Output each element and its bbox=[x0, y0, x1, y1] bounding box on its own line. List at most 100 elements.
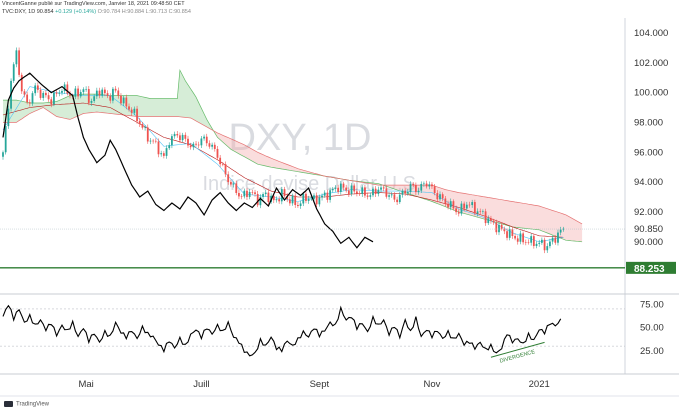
candle-body bbox=[160, 153, 163, 155]
candle-body bbox=[412, 184, 415, 186]
symbol-line: TVC:DXY, 1D 90.854 +0.129 (+0.14%) O:90.… bbox=[2, 9, 191, 15]
candle-body bbox=[294, 195, 297, 205]
candle-body bbox=[200, 138, 203, 146]
candle-body bbox=[310, 198, 313, 200]
candle-body bbox=[414, 185, 417, 193]
candle-body bbox=[315, 195, 318, 205]
candle-body bbox=[184, 134, 187, 139]
candle-body bbox=[457, 212, 460, 214]
candle-body bbox=[243, 190, 246, 197]
candle-body bbox=[473, 202, 476, 214]
candle-body bbox=[398, 194, 401, 203]
last-price-label: 90.850 bbox=[634, 224, 663, 235]
candle-body bbox=[377, 189, 380, 194]
candle-body bbox=[63, 84, 66, 91]
candle-body bbox=[380, 187, 382, 190]
candle-body bbox=[492, 220, 495, 223]
candle-body bbox=[77, 88, 79, 97]
candle-body bbox=[452, 201, 455, 209]
candle-body bbox=[447, 203, 449, 208]
candle-body bbox=[562, 228, 565, 230]
candle-body bbox=[74, 88, 77, 97]
candle-body bbox=[28, 102, 31, 104]
candle-body bbox=[401, 190, 404, 195]
candle-body bbox=[382, 187, 385, 189]
candle-body bbox=[213, 144, 216, 149]
candle-body bbox=[128, 106, 130, 110]
candle-body bbox=[433, 186, 436, 194]
candle-body bbox=[85, 89, 88, 90]
candle-body bbox=[535, 243, 538, 246]
candle-body bbox=[361, 187, 364, 194]
candle-body bbox=[203, 136, 205, 139]
candle-body bbox=[122, 97, 125, 104]
candle-body bbox=[240, 196, 243, 198]
candle-body bbox=[463, 203, 466, 209]
price-tick-label: 90.000 bbox=[634, 237, 663, 248]
candle-body bbox=[484, 211, 487, 224]
candle-body bbox=[2, 152, 4, 157]
price-tick-label: 94.000 bbox=[634, 177, 663, 188]
candle-body bbox=[393, 194, 396, 200]
candle-body bbox=[61, 90, 63, 93]
candle-body bbox=[471, 202, 474, 206]
candle-body bbox=[503, 228, 506, 232]
candle-body bbox=[98, 90, 101, 96]
candle-body bbox=[374, 188, 377, 194]
candle-body bbox=[262, 194, 264, 197]
candle-body bbox=[353, 185, 356, 192]
tradingview-brand[interactable]: TradingView bbox=[4, 401, 49, 408]
time-tick-label: 2021 bbox=[529, 379, 550, 390]
candle-body bbox=[441, 194, 444, 199]
candle-body bbox=[506, 231, 508, 238]
candle-body bbox=[369, 195, 372, 197]
candle-body bbox=[366, 195, 369, 197]
candle-body bbox=[224, 164, 227, 175]
candle-body bbox=[162, 153, 165, 156]
candle-body bbox=[154, 140, 157, 142]
candle-body bbox=[428, 184, 431, 187]
candle-body bbox=[216, 148, 219, 158]
candle-body bbox=[439, 194, 441, 200]
candle-body bbox=[283, 189, 286, 197]
candle-body bbox=[181, 134, 184, 141]
brand-label: TradingView bbox=[16, 402, 50, 408]
candle-body bbox=[39, 89, 42, 98]
candle-body bbox=[55, 92, 58, 94]
candle-body bbox=[299, 203, 302, 206]
candle-body bbox=[476, 211, 479, 214]
time-tick-label: Nov bbox=[424, 379, 441, 390]
candle-body bbox=[103, 89, 106, 94]
candle-body bbox=[117, 90, 120, 96]
candle-body bbox=[500, 224, 503, 229]
candle-body bbox=[152, 140, 155, 142]
candle-body bbox=[195, 143, 197, 145]
candle-body bbox=[50, 99, 53, 105]
candle-body bbox=[149, 140, 152, 142]
candle-body bbox=[524, 242, 527, 243]
candle-body bbox=[559, 229, 562, 233]
candle-body bbox=[372, 188, 374, 196]
candle-body bbox=[347, 190, 350, 194]
candle-body bbox=[58, 92, 61, 94]
time-tick-label: Juill bbox=[193, 379, 209, 390]
candle-body bbox=[331, 188, 334, 191]
time-tick-label: Sept bbox=[310, 379, 330, 390]
candle-body bbox=[321, 195, 323, 198]
candle-body bbox=[358, 193, 361, 195]
candle-body bbox=[396, 199, 399, 203]
price-tick-label: 102.000 bbox=[634, 58, 668, 69]
candle-body bbox=[460, 203, 463, 214]
candle-body bbox=[136, 108, 138, 122]
candle-body bbox=[490, 218, 492, 221]
candle-body bbox=[388, 195, 390, 197]
candle-body bbox=[4, 126, 7, 153]
candle-body bbox=[87, 89, 90, 103]
rsi-tick-label: 50.00 bbox=[640, 323, 664, 334]
last-price: 90.854 bbox=[36, 9, 54, 15]
candle-body bbox=[543, 239, 546, 251]
candle-body bbox=[146, 127, 149, 142]
candle-body bbox=[112, 88, 114, 101]
candle-body bbox=[53, 92, 55, 105]
candle-body bbox=[345, 187, 348, 191]
